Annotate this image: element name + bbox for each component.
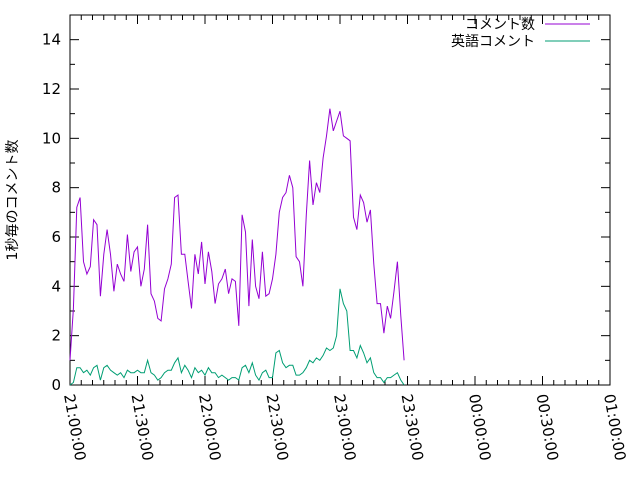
series-line-2 [69,288,405,386]
y-axis: 0 2 4 6 8 10 12 14 [42,14,610,394]
y-tick-label: 10 [42,129,61,147]
x-tick-label: 22:00:00 [195,393,224,462]
x-tick-label: 22:30:00 [263,393,292,462]
y-tick-label: 0 [51,376,61,394]
y-tick-label: 2 [51,327,61,345]
y-tick-label: 6 [51,228,61,246]
x-tick-label: 00:00:00 [465,393,494,462]
y-tick-label: 14 [42,31,61,49]
series-line-1 [69,108,405,361]
y-tick-label: 4 [51,277,61,295]
x-tick-label: 00:30:00 [533,393,562,462]
y-axis-label: 1秒毎のコメント数 [5,140,21,261]
x-tick-label: 21:30:00 [128,393,157,462]
y-tick-label: 8 [51,179,61,197]
x-tick-label: 01:00:00 [600,393,629,462]
legend-label-2: 英語コメント [451,33,535,50]
x-axis: 21:00:00 21:30:00 22:00:00 22:30:00 23:00:00… [60,15,629,462]
x-tick-label: 21:00:00 [60,393,89,462]
legend-label-1: コメント数 [465,17,535,33]
x-tick-label: 23:00:00 [330,393,359,462]
x-tick-label: 23:30:00 [398,393,427,462]
y-tick-label: 12 [42,80,61,98]
plot-border [69,14,611,386]
series-layer [69,108,405,386]
plot-frame [69,14,611,386]
